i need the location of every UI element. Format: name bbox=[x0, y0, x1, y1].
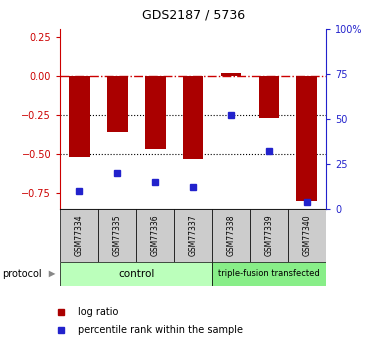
Bar bbox=[212, 262, 326, 286]
Text: GSM77337: GSM77337 bbox=[189, 215, 197, 256]
Bar bbox=[296, 76, 317, 201]
Bar bbox=[183, 76, 203, 159]
Bar bbox=[250, 209, 288, 262]
Bar bbox=[258, 76, 279, 118]
Bar bbox=[98, 209, 136, 262]
Text: triple-fusion transfected: triple-fusion transfected bbox=[218, 269, 320, 278]
Bar bbox=[60, 209, 98, 262]
Text: GSM77336: GSM77336 bbox=[151, 215, 159, 256]
Text: percentile rank within the sample: percentile rank within the sample bbox=[78, 325, 243, 335]
Text: GSM77339: GSM77339 bbox=[265, 215, 274, 256]
Text: protocol: protocol bbox=[2, 269, 42, 279]
Bar bbox=[60, 262, 212, 286]
Text: GDS2187 / 5736: GDS2187 / 5736 bbox=[142, 9, 246, 22]
Text: GSM77334: GSM77334 bbox=[74, 215, 84, 256]
Bar bbox=[220, 73, 241, 76]
Bar bbox=[107, 76, 128, 132]
Text: control: control bbox=[118, 269, 154, 279]
Bar bbox=[136, 209, 174, 262]
Text: GSM77340: GSM77340 bbox=[302, 215, 312, 256]
Bar bbox=[288, 209, 326, 262]
Bar bbox=[174, 209, 212, 262]
Text: GSM77335: GSM77335 bbox=[113, 215, 121, 256]
Text: GSM77338: GSM77338 bbox=[227, 215, 236, 256]
Bar bbox=[212, 209, 250, 262]
Bar bbox=[145, 76, 166, 149]
Text: log ratio: log ratio bbox=[78, 307, 118, 317]
Bar bbox=[69, 76, 90, 157]
